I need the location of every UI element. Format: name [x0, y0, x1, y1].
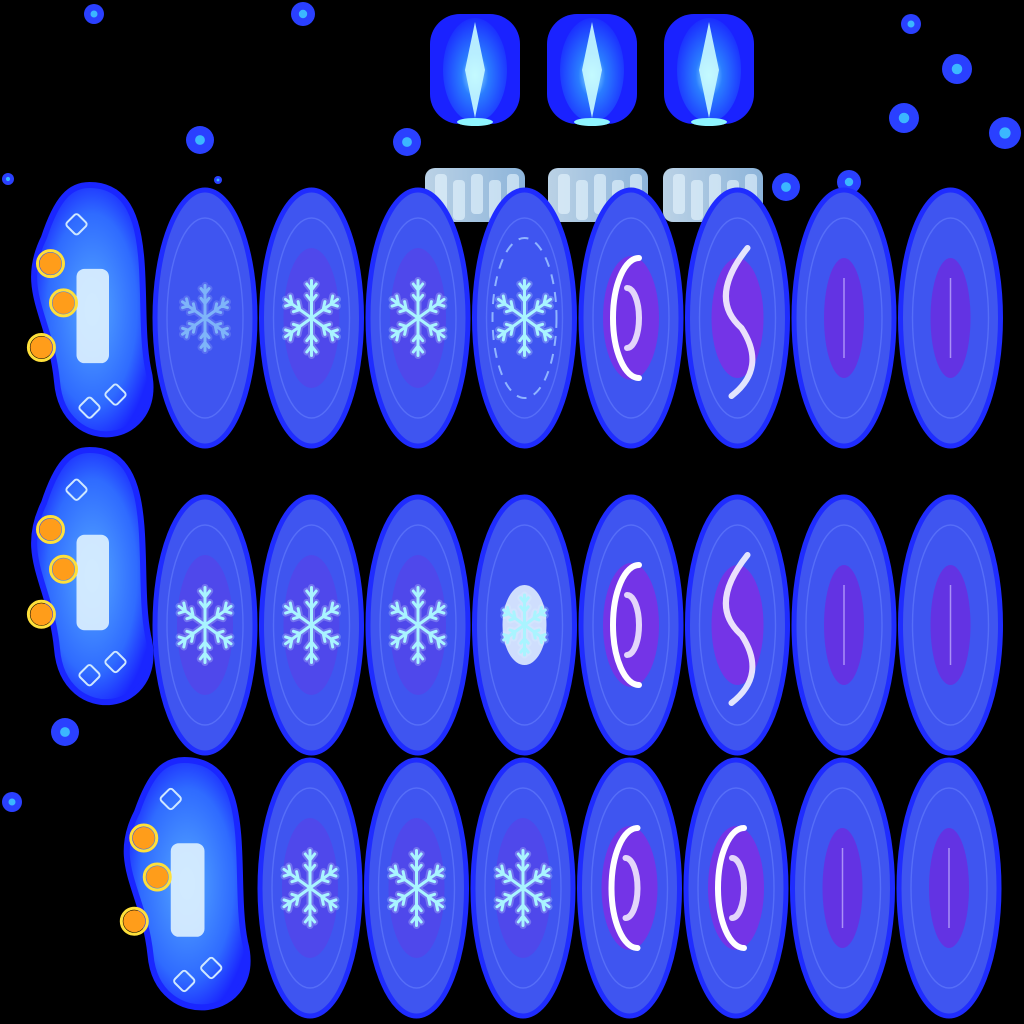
frost-glyph [453, 180, 465, 220]
spark-particle [989, 117, 1021, 149]
effect-frame-vortex [580, 760, 680, 1016]
ice-emitter [121, 760, 247, 1007]
effect-frame-vortex [686, 760, 786, 1016]
spark-particle [51, 718, 79, 746]
frost-glyph [471, 174, 483, 214]
effect-frame-flake [368, 190, 468, 446]
crystal-base [691, 118, 727, 126]
fire-orb [121, 908, 147, 934]
effect-frame-vortex [581, 190, 681, 446]
effect-frame-fade [899, 760, 999, 1016]
spark-particle [214, 176, 222, 184]
ice-crystal-frame [430, 14, 520, 126]
effect-frame-fade [794, 497, 894, 753]
ice-crystal-frame [664, 14, 754, 126]
effect-frame-flake [473, 760, 573, 1016]
effect-frame-flake [260, 760, 360, 1016]
spark-particle [393, 128, 421, 156]
effect-frame-flake [368, 497, 468, 753]
effect-frame-vortex-swirl [688, 190, 788, 446]
fire-orb [28, 334, 54, 360]
effect-frame-fade [901, 497, 1001, 753]
spark-particle [84, 4, 104, 24]
effect-frame-vortex [581, 497, 681, 753]
crystal-frames [430, 14, 754, 126]
animation-row [28, 450, 1000, 753]
frost-glyph [558, 174, 570, 214]
effect-frame-fade [901, 190, 1001, 446]
effect-frame-flake-dim [155, 190, 255, 446]
frost-glyph [576, 180, 588, 220]
fire-orb [38, 517, 64, 543]
effect-frame-flake [262, 497, 362, 753]
spark-particle [2, 173, 14, 185]
animation-rows [28, 185, 1000, 1016]
spark-particle [942, 54, 972, 84]
crystal-base [574, 118, 610, 126]
animation-row [121, 760, 999, 1016]
ice-block [171, 843, 205, 937]
ice-crystal-frame [547, 14, 637, 126]
effect-frame-vortex-swirl [688, 497, 788, 753]
vortex-core [712, 565, 764, 685]
effect-frame-flake [262, 190, 362, 446]
effect-frame-flake [367, 760, 467, 1016]
ice-block [77, 269, 110, 363]
effect-frame-flake-ring [475, 190, 575, 446]
spark-particle [186, 126, 214, 154]
spark-particle [772, 173, 800, 201]
effect-frame-flake [155, 497, 255, 753]
ice-block [77, 535, 110, 630]
fire-orb [131, 825, 157, 851]
fire-orb [51, 290, 77, 316]
effect-frame-fade [793, 760, 893, 1016]
fire-orb [38, 251, 64, 277]
crystal-base [457, 118, 493, 126]
fire-orb [28, 601, 54, 627]
effect-frame-burst [475, 497, 575, 753]
spark-particle [291, 2, 315, 26]
spark-particle [889, 103, 919, 133]
fire-orb [144, 864, 170, 890]
ice-emitter [28, 185, 150, 434]
effect-frame-fade [794, 190, 894, 446]
fire-orb [51, 556, 77, 582]
frost-glyph [691, 180, 703, 220]
animation-row [28, 185, 1000, 446]
frost-glyph [673, 174, 685, 214]
spark-particle [901, 14, 921, 34]
ice-emitter [28, 450, 150, 702]
spark-particle [2, 792, 22, 812]
vortex-core [712, 258, 764, 378]
